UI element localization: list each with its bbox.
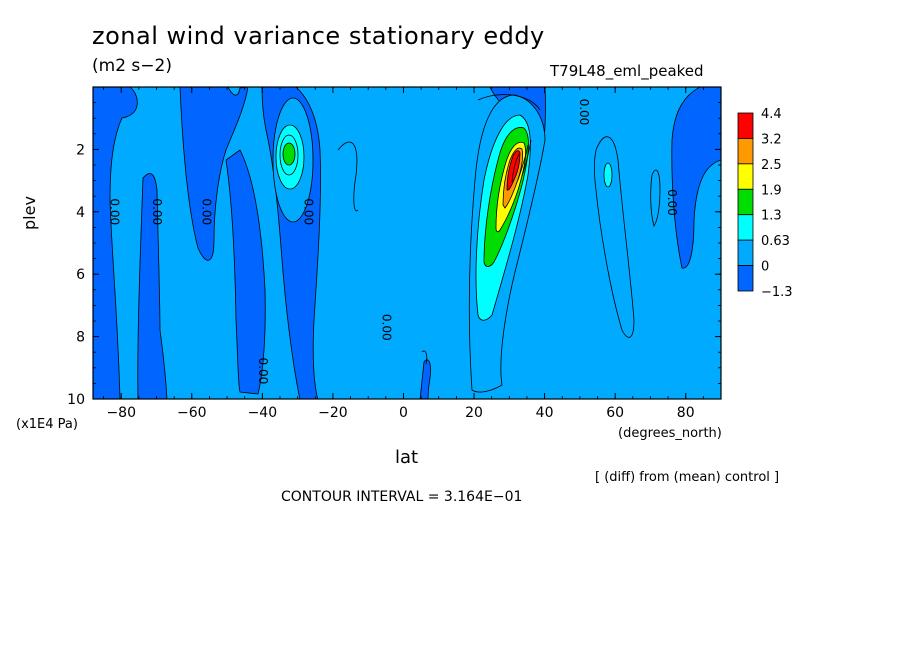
colorbar-swatch [737, 188, 754, 216]
contour-label: 0.00 [302, 198, 316, 225]
contour-labels: 0.00 0.00 0.00 0.00 0.00 0.00 0.00 0.00 [108, 99, 679, 385]
diff-note: [ (diff) from (mean) control ] [595, 470, 780, 485]
x-tick-label: 20 [465, 405, 483, 421]
contour-label: 0.00 [577, 99, 591, 126]
y-axis-units: (x1E4 Pa) [16, 417, 78, 432]
chart-title: zonal wind variance stationary eddy [92, 22, 545, 50]
cell-south-midlat [272, 97, 314, 223]
colorbar-swatch [737, 163, 754, 190]
colorbar-swatch [737, 239, 754, 266]
negative-region-70s [137, 173, 168, 399]
colorbar-swatch [737, 214, 754, 241]
colorbar-label: 3.2 [761, 132, 782, 147]
x-tick-label: 0 [399, 405, 408, 421]
y-axis-title: plev [20, 196, 39, 230]
colorbar-swatch [737, 265, 754, 292]
contour-line-equator [337, 141, 359, 212]
colorbar-label: 4.4 [761, 107, 782, 122]
y-tick-label: 2 [76, 142, 85, 158]
x-tick-label: 40 [536, 405, 554, 421]
contour-label: 0.00 [665, 189, 679, 216]
negative-region-55s [179, 87, 249, 261]
cell-highlat-outer [594, 136, 635, 338]
x-tick-label: −40 [248, 405, 278, 421]
contour-label: 0.00 [256, 358, 270, 385]
cell-highlat-cyan [603, 162, 613, 188]
y-tick-label: 6 [76, 267, 85, 283]
colorbar-swatch [737, 138, 754, 165]
colorbar-label: 1.9 [761, 183, 782, 198]
contour-field [93, 87, 721, 399]
x-tick-label: −80 [106, 405, 136, 421]
colorbar-label: 2.5 [761, 158, 782, 173]
y-tick-label: 8 [76, 330, 85, 346]
colorbar-label: 0.63 [761, 234, 790, 249]
cell-north-jet [468, 94, 546, 393]
contour-line-equator-2 [421, 350, 428, 365]
y-tick-label: 4 [76, 205, 85, 221]
x-axis-units: (degrees_north) [618, 426, 722, 441]
cell-north-ring-1 [511, 153, 520, 183]
cell-north-ring-2 [517, 144, 529, 181]
contour-interval: CONTOUR INTERVAL = 3.164E−01 [281, 489, 523, 505]
negative-region-south-pole [93, 87, 138, 399]
x-axis-title: lat [395, 447, 419, 468]
x-tick-label: −20 [318, 405, 348, 421]
x-tick-label: 60 [606, 405, 624, 421]
y-axis: 2 4 6 8 10 [67, 102, 721, 408]
x-axis: −80 −60 −40 −20 0 20 40 60 80 [103, 87, 722, 421]
run-name: T79L48_eml_peaked [550, 62, 704, 80]
contour-label: 0.00 [108, 198, 122, 225]
x-tick-label: −60 [177, 405, 207, 421]
negative-region-45s [225, 149, 266, 395]
cell-highlat-line-2 [650, 169, 661, 227]
x-tick-label: 80 [677, 405, 695, 421]
contour-line-north-outer [477, 94, 541, 111]
colorbar-label: 0 [761, 260, 769, 275]
cell-north-ring-3 [521, 139, 532, 177]
contour-label: 0.00 [199, 198, 213, 225]
colorbar-label: 1.3 [761, 209, 782, 224]
colorbar-label: −1.3 [761, 285, 793, 300]
cell-south-green [282, 142, 296, 166]
negative-region-north-pole [671, 87, 721, 269]
chart-units: (m2 s−2) [92, 56, 172, 76]
contour-label: 0.00 [379, 314, 393, 341]
contour-label: 0.00 [150, 198, 164, 225]
colorbar: 4.4 3.2 2.5 1.9 1.3 0.63 0 −1.3 [737, 107, 793, 300]
colorbar-swatch [737, 112, 754, 139]
cell-north-highlat [594, 136, 661, 338]
y-tick-label: 10 [67, 392, 85, 408]
